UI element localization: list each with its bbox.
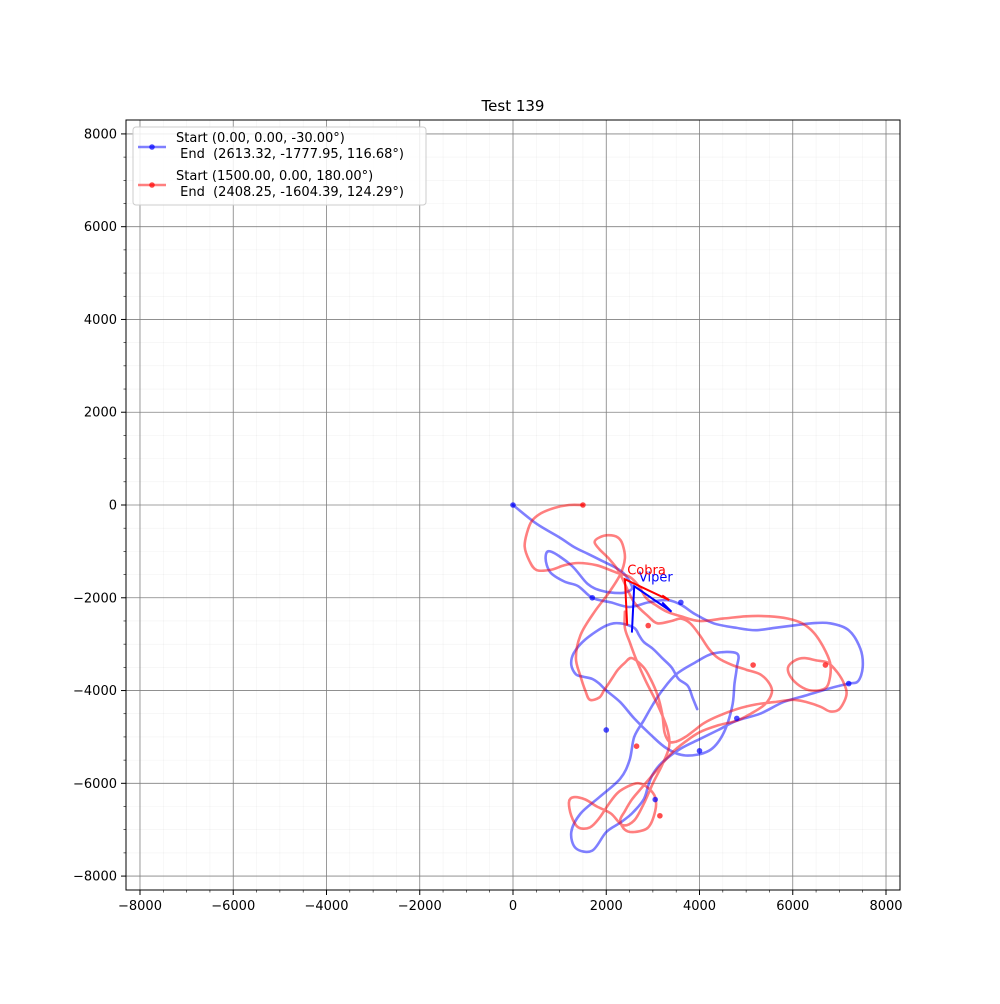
series-point-0 — [734, 715, 740, 722]
y-tick-label: 4000 — [84, 313, 117, 328]
series-point-0 — [845, 680, 852, 687]
y-axis: −8000 −6000 −4000 −2000 0 2000 4000 6000 8000 — [73, 127, 126, 885]
series-point-0 — [652, 796, 659, 803]
series-line-0 — [511, 503, 865, 854]
series-point-0 — [678, 599, 684, 606]
x-tick-label: 8000 — [869, 899, 902, 914]
legend-box — [132, 126, 427, 206]
series-point-1 — [657, 812, 663, 819]
legend-marker-1 — [149, 182, 155, 188]
series-point-1 — [822, 662, 829, 668]
x-tick-label: −6000 — [211, 899, 255, 914]
legend-label-0-end: End (2613.32, -1777.95, 116.68°) — [176, 147, 404, 162]
legend: Start (0.00, 0.00, -30.00°) End (2613.32… — [132, 126, 427, 206]
series-point-1 — [633, 743, 640, 750]
y-tick-label: 6000 — [84, 220, 117, 235]
chart-title: Test 139 — [481, 97, 545, 115]
x-tick-label: −2000 — [398, 899, 442, 914]
annotation-label: Cobra — [627, 564, 666, 579]
series-point-0 — [603, 727, 610, 733]
y-tick-label: −2000 — [73, 591, 117, 606]
legend-label-1-end: End (2408.25, -1604.39, 124.29°) — [176, 185, 404, 200]
series-line-1 — [523, 503, 848, 834]
series-point-1 — [645, 622, 652, 629]
y-tick-label: 0 — [109, 499, 117, 514]
series-point-0 — [696, 748, 703, 754]
x-tick-label: −8000 — [118, 899, 162, 914]
markers-layer — [510, 502, 852, 819]
x-tick-label: 2000 — [590, 899, 623, 914]
y-tick-label: 8000 — [84, 127, 117, 142]
series-point-1 — [580, 502, 586, 508]
end-heading-marker-0 — [630, 584, 673, 633]
x-axis: −8000 −6000 −4000 −2000 0 2000 4000 6000 8000 — [118, 890, 903, 914]
legend-label-1-start: Start (1500.00, 0.00, 180.00°) — [176, 169, 373, 184]
series-point-0 — [510, 502, 516, 508]
x-tick-label: 6000 — [776, 899, 809, 914]
legend-marker-0 — [149, 144, 155, 150]
annotation-label: Viper — [639, 571, 673, 586]
y-tick-label: −4000 — [73, 684, 117, 699]
series-point-0 — [589, 594, 596, 601]
end-heading-marker-1 — [623, 577, 670, 626]
y-tick-label: −8000 — [73, 870, 117, 885]
series-layer — [511, 503, 865, 854]
x-tick-label: 4000 — [683, 899, 716, 914]
series-point-1 — [750, 662, 756, 668]
y-tick-label: −6000 — [73, 777, 117, 792]
x-tick-label: 0 — [509, 899, 517, 914]
y-tick-label: 2000 — [84, 406, 117, 421]
end-markers-layer — [623, 577, 673, 633]
legend-label-0-start: Start (0.00, 0.00, -30.00°) — [176, 131, 345, 146]
x-tick-label: −4000 — [305, 899, 349, 914]
